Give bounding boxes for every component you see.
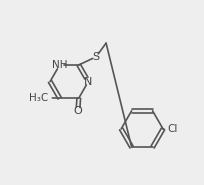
Text: S: S xyxy=(93,52,100,62)
Text: N: N xyxy=(84,77,93,87)
Text: NH: NH xyxy=(52,60,67,70)
Text: O: O xyxy=(73,106,82,116)
Text: Cl: Cl xyxy=(168,124,178,134)
Text: H₃C: H₃C xyxy=(29,93,48,103)
